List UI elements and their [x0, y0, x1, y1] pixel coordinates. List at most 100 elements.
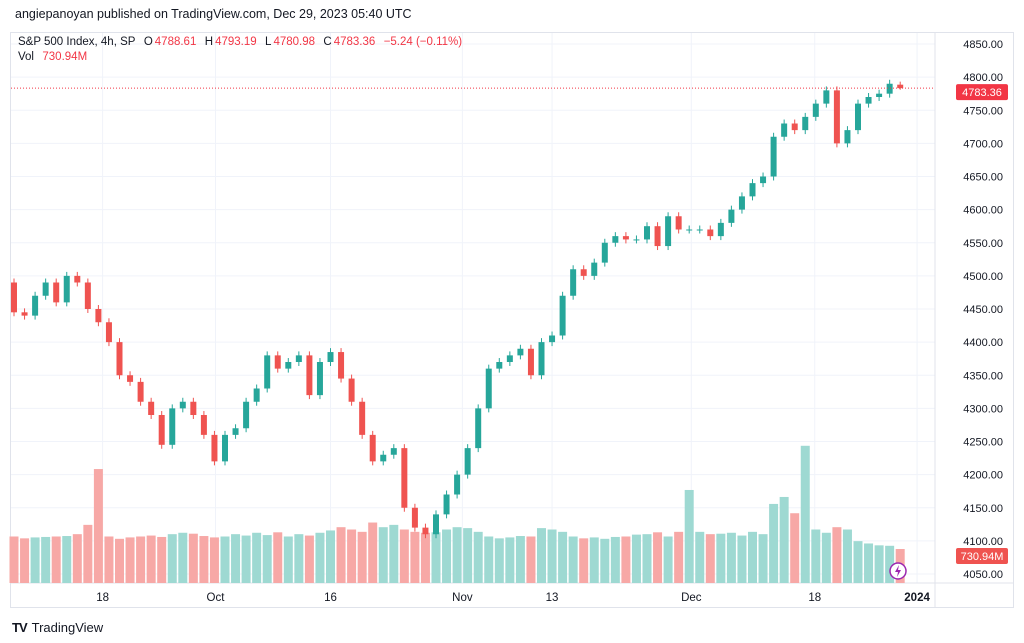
- volume-bar: [463, 528, 473, 583]
- last-volume-label: 730.94M: [961, 551, 1004, 563]
- volume-bar: [157, 536, 167, 583]
- price-tick-label: 4700.00: [963, 138, 1003, 150]
- volume-bar: [294, 534, 304, 583]
- candle-body: [390, 448, 397, 455]
- volume-bar: [653, 532, 663, 583]
- candle-body: [348, 378, 355, 402]
- candle-body: [506, 355, 513, 362]
- candle-body: [158, 415, 165, 445]
- volume-bar: [832, 527, 842, 583]
- volume-bar: [304, 535, 314, 583]
- volume-bar: [378, 527, 388, 583]
- volume-bar: [146, 535, 156, 583]
- lightning-bolt-icon: [895, 565, 901, 577]
- price-tick-label: 4850.00: [963, 39, 1003, 51]
- candle-body: [316, 362, 323, 396]
- candle-body: [327, 352, 334, 362]
- volume-bar: [505, 537, 515, 583]
- volume-bar: [199, 536, 209, 583]
- time-tick-label: 18: [96, 592, 109, 604]
- volume-bar: [115, 538, 124, 583]
- candle-body: [222, 434, 228, 462]
- candle-body: [538, 342, 545, 376]
- candle-body: [812, 103, 819, 117]
- volume-bar: [72, 534, 82, 583]
- last-price-badge: [956, 84, 1008, 101]
- volume-bar: [853, 541, 863, 583]
- candle-body: [855, 103, 861, 131]
- candle-body: [570, 269, 577, 296]
- candle-body: [738, 196, 745, 210]
- volume-bar: [547, 529, 557, 583]
- candle-body: [211, 434, 218, 462]
- volume-bar: [336, 527, 346, 583]
- legend-open: 4788.61: [154, 36, 197, 48]
- candle-body: [464, 448, 471, 475]
- last-volume-badge: [956, 548, 1008, 564]
- legend-volume: 730.94M: [42, 51, 88, 63]
- volume-bar: [62, 536, 72, 583]
- candle-body: [601, 242, 608, 263]
- candle-body: [411, 507, 418, 528]
- volume-bar: [579, 538, 589, 583]
- volume-bar: [695, 531, 705, 583]
- publish-info: angiepanoyan published on TradingView.co…: [15, 7, 412, 21]
- candle-body: [274, 355, 281, 369]
- candle-body: [74, 275, 81, 283]
- footer: TV TradingView: [12, 620, 103, 635]
- candle-body: [232, 428, 239, 435]
- candle-body: [105, 322, 112, 343]
- volume-bar: [167, 534, 177, 583]
- volume-bar: [241, 535, 251, 583]
- candle-body: [749, 183, 756, 197]
- candle-body: [253, 388, 260, 402]
- candle-body: [127, 375, 134, 382]
- volume-bar: [399, 529, 409, 583]
- volume-bar: [800, 445, 810, 583]
- price-tick-label: 4650.00: [963, 172, 1003, 184]
- candle-body: [675, 216, 682, 230]
- candle-body: [95, 309, 102, 323]
- price-tick-label: 4600.00: [963, 205, 1003, 217]
- time-tick-label: 13: [546, 592, 559, 604]
- price-tick-label: 4300.00: [963, 403, 1003, 415]
- volume-bar: [526, 536, 536, 583]
- volume-bar: [684, 489, 694, 583]
- candle-body: [644, 226, 650, 240]
- volume-bar: [315, 532, 325, 583]
- price-tick-label: 4400.00: [963, 337, 1003, 349]
- candle-body: [84, 282, 91, 309]
- candle-body: [190, 401, 197, 415]
- volume-bar: [273, 532, 283, 583]
- candle-body: [496, 362, 503, 369]
- candle-body: [865, 97, 872, 104]
- candle-body: [295, 355, 302, 362]
- price-tick-label: 4450.00: [963, 304, 1003, 316]
- candle-body: [654, 226, 661, 247]
- tradingview-logo-icon[interactable]: TV: [12, 620, 28, 635]
- candle-body: [42, 282, 49, 296]
- candle-body: [770, 136, 777, 177]
- volume-bar: [220, 536, 230, 583]
- price-tick-label: 4100.00: [963, 536, 1003, 548]
- volume-bar: [326, 530, 335, 583]
- candle-body: [264, 355, 271, 389]
- volume-bar: [769, 503, 779, 583]
- volume-bar: [252, 532, 262, 583]
- volume-bar: [389, 524, 399, 583]
- time-tick-label: Oct: [207, 592, 226, 604]
- chart-frame[interactable]: [10, 32, 1014, 608]
- candle-body: [63, 275, 70, 303]
- volume-bar: [262, 535, 272, 583]
- legend: S&P 500 Index, 4h, SP O 4788.61 H 4793.19 …: [18, 35, 464, 65]
- volume-bar: [125, 537, 135, 583]
- footer-brand[interactable]: TradingView: [31, 620, 104, 635]
- volume-bar: [716, 533, 726, 583]
- legend-change: −5.24 (−0.11%): [383, 36, 463, 48]
- volume-bar: [83, 524, 93, 583]
- volume-bar: [231, 534, 241, 583]
- volume-bar: [631, 534, 641, 583]
- legend-high: 4793.19: [215, 36, 257, 48]
- candle-body: [475, 408, 482, 449]
